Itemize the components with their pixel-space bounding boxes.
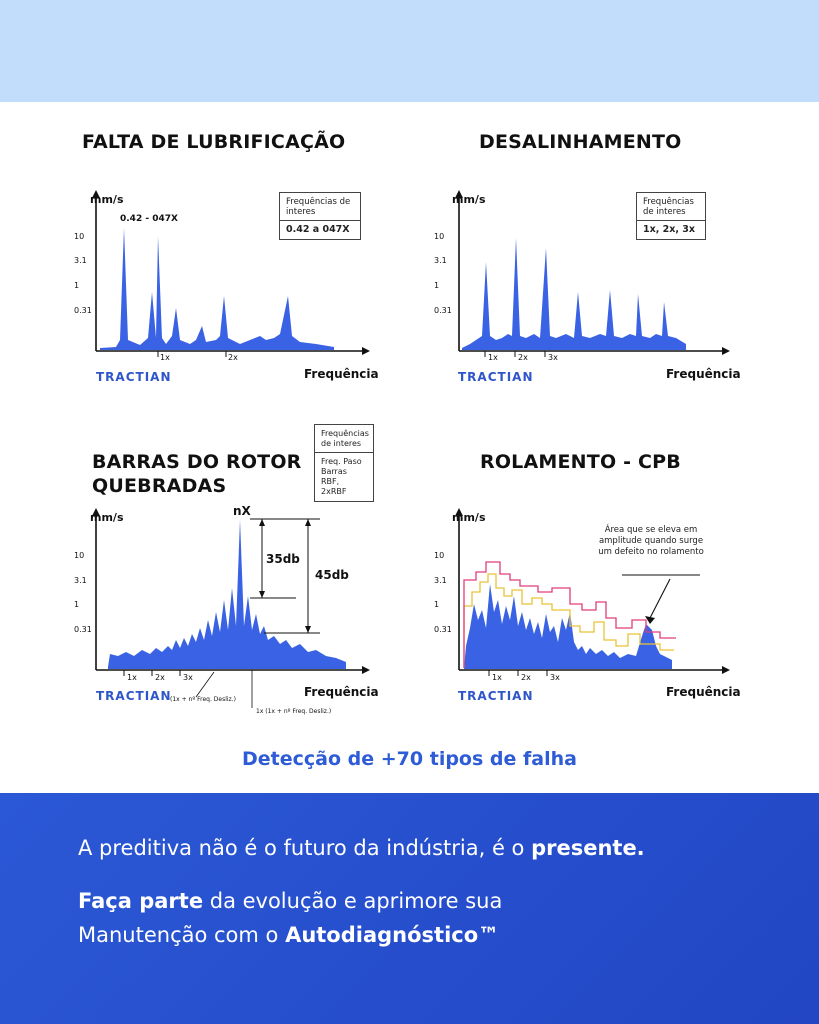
ytick-10: 10 <box>434 232 444 241</box>
title-rotor-line2: QUEBRADAS <box>92 475 227 497</box>
ytick-1: 1 <box>434 281 439 290</box>
peak-annotation: 0.42 - 047X <box>120 214 178 224</box>
ytick-1: 1 <box>74 281 79 290</box>
ytick-0-31: 0.31 <box>74 306 92 315</box>
box-value: 1x, 2x, 3x <box>643 224 696 235</box>
tagline: Detecção de +70 tipos de falha <box>242 748 577 770</box>
box-head: Frequências de interes <box>280 193 360 221</box>
line3-b: Autodiagnóstico™ <box>285 923 500 947</box>
line2-b: da evolução e aprimore sua <box>203 889 503 913</box>
xtick-1x: 1x <box>127 673 137 682</box>
note-freq-desliz-1: (1x + nº Freq. Desliz.) <box>170 696 236 703</box>
interest-box-lubrificacao: Frequências de interes 0.42 a 047X <box>279 192 361 240</box>
xtick-1x: 1x <box>488 353 498 362</box>
line1-b: presente. <box>531 836 645 860</box>
ytick-3-1: 3.1 <box>74 576 87 585</box>
xtick-2x: 2x <box>518 353 528 362</box>
box-value: 0.42 a 047X <box>286 224 350 235</box>
xlabel: Frequência <box>666 367 741 381</box>
xtick-3x: 3x <box>550 673 560 682</box>
ytick-0-31: 0.31 <box>434 306 452 315</box>
interest-box-rotor: Frequências de interes Freq. Paso Barras… <box>314 424 374 502</box>
bottom-line-2: Faça parte da evolução e aprimore sua <box>78 886 502 917</box>
line2-a: Faça parte <box>78 889 204 913</box>
ytick-10: 10 <box>74 232 84 241</box>
box-head: Frequências de interes <box>315 425 373 453</box>
ytick-10: 10 <box>74 551 84 560</box>
title-rotor: BARRAS DO ROTOR QUEBRADAS <box>92 450 302 498</box>
xlabel: Frequência <box>666 685 741 699</box>
box-head: Frequências de interes <box>637 193 705 221</box>
peak-label: nX <box>233 504 252 518</box>
title-rotor-line1: BARRAS DO ROTOR <box>92 451 302 473</box>
tractian-logo: TRACTIAN <box>96 689 172 703</box>
spectrum-desalinhamento <box>462 238 686 350</box>
dim-45db: 45db <box>315 568 349 582</box>
xtick-2x: 2x <box>521 673 531 682</box>
spectrum-lubrificacao <box>100 228 334 350</box>
title-desalinhamento: DESALINHAMENTO <box>479 131 682 153</box>
xtick-3x: 3x <box>183 673 193 682</box>
line3-a: Manutenção com o <box>78 923 286 947</box>
ytick-3-1: 3.1 <box>434 576 447 585</box>
envelope-yellow <box>463 573 674 668</box>
bottom-line-1: A preditiva não é o futuro da indústria,… <box>78 833 645 864</box>
ytick-10: 10 <box>434 551 444 560</box>
interest-box-desalinhamento: Frequências de interes 1x, 2x, 3x <box>636 192 706 240</box>
xtick-2x: 2x <box>155 673 165 682</box>
ytick-1: 1 <box>434 600 439 609</box>
tractian-logo: TRACTIAN <box>96 370 172 384</box>
envelope-pink <box>463 561 676 668</box>
xtick-1x: 1x <box>492 673 502 682</box>
xtick-2x: 2x <box>228 353 238 362</box>
ytick-3-1: 3.1 <box>74 256 87 265</box>
spectrum-rolamento <box>464 584 672 669</box>
ytick-0-31: 0.31 <box>74 625 92 634</box>
ytick-0-31: 0.31 <box>434 625 452 634</box>
bottom-band: A preditiva não é o futuro da indústria,… <box>0 793 819 1024</box>
ytick-1: 1 <box>74 600 79 609</box>
title-rolamento: ROLAMENTO - CPB <box>480 451 681 473</box>
spectrum-rotor <box>108 520 346 669</box>
top-band <box>0 0 819 102</box>
xlabel: Frequência <box>304 367 379 381</box>
ytick-3-1: 3.1 <box>434 256 447 265</box>
note-freq-desliz-2: 1x (1x + nº Freq. Desliz.) <box>256 708 331 715</box>
bearing-note: Área que se eleva em amplitude quando su… <box>598 525 704 557</box>
tractian-logo: TRACTIAN <box>458 370 534 384</box>
bottom-line-3: Manutenção com o Autodiagnóstico™ <box>78 920 499 951</box>
line1-a: A preditiva não é o futuro da indústria,… <box>78 836 532 860</box>
xtick-3x: 3x <box>548 353 558 362</box>
title-lubrificacao: FALTA DE LUBRIFICAÇÃO <box>82 131 346 153</box>
xtick-1x: 1x <box>160 353 170 362</box>
xlabel: Frequência <box>304 685 379 699</box>
box-value: Freq. Paso Barras RBF, 2xRBF <box>321 457 362 496</box>
tractian-logo: TRACTIAN <box>458 689 534 703</box>
dim-35db: 35db <box>266 552 300 566</box>
